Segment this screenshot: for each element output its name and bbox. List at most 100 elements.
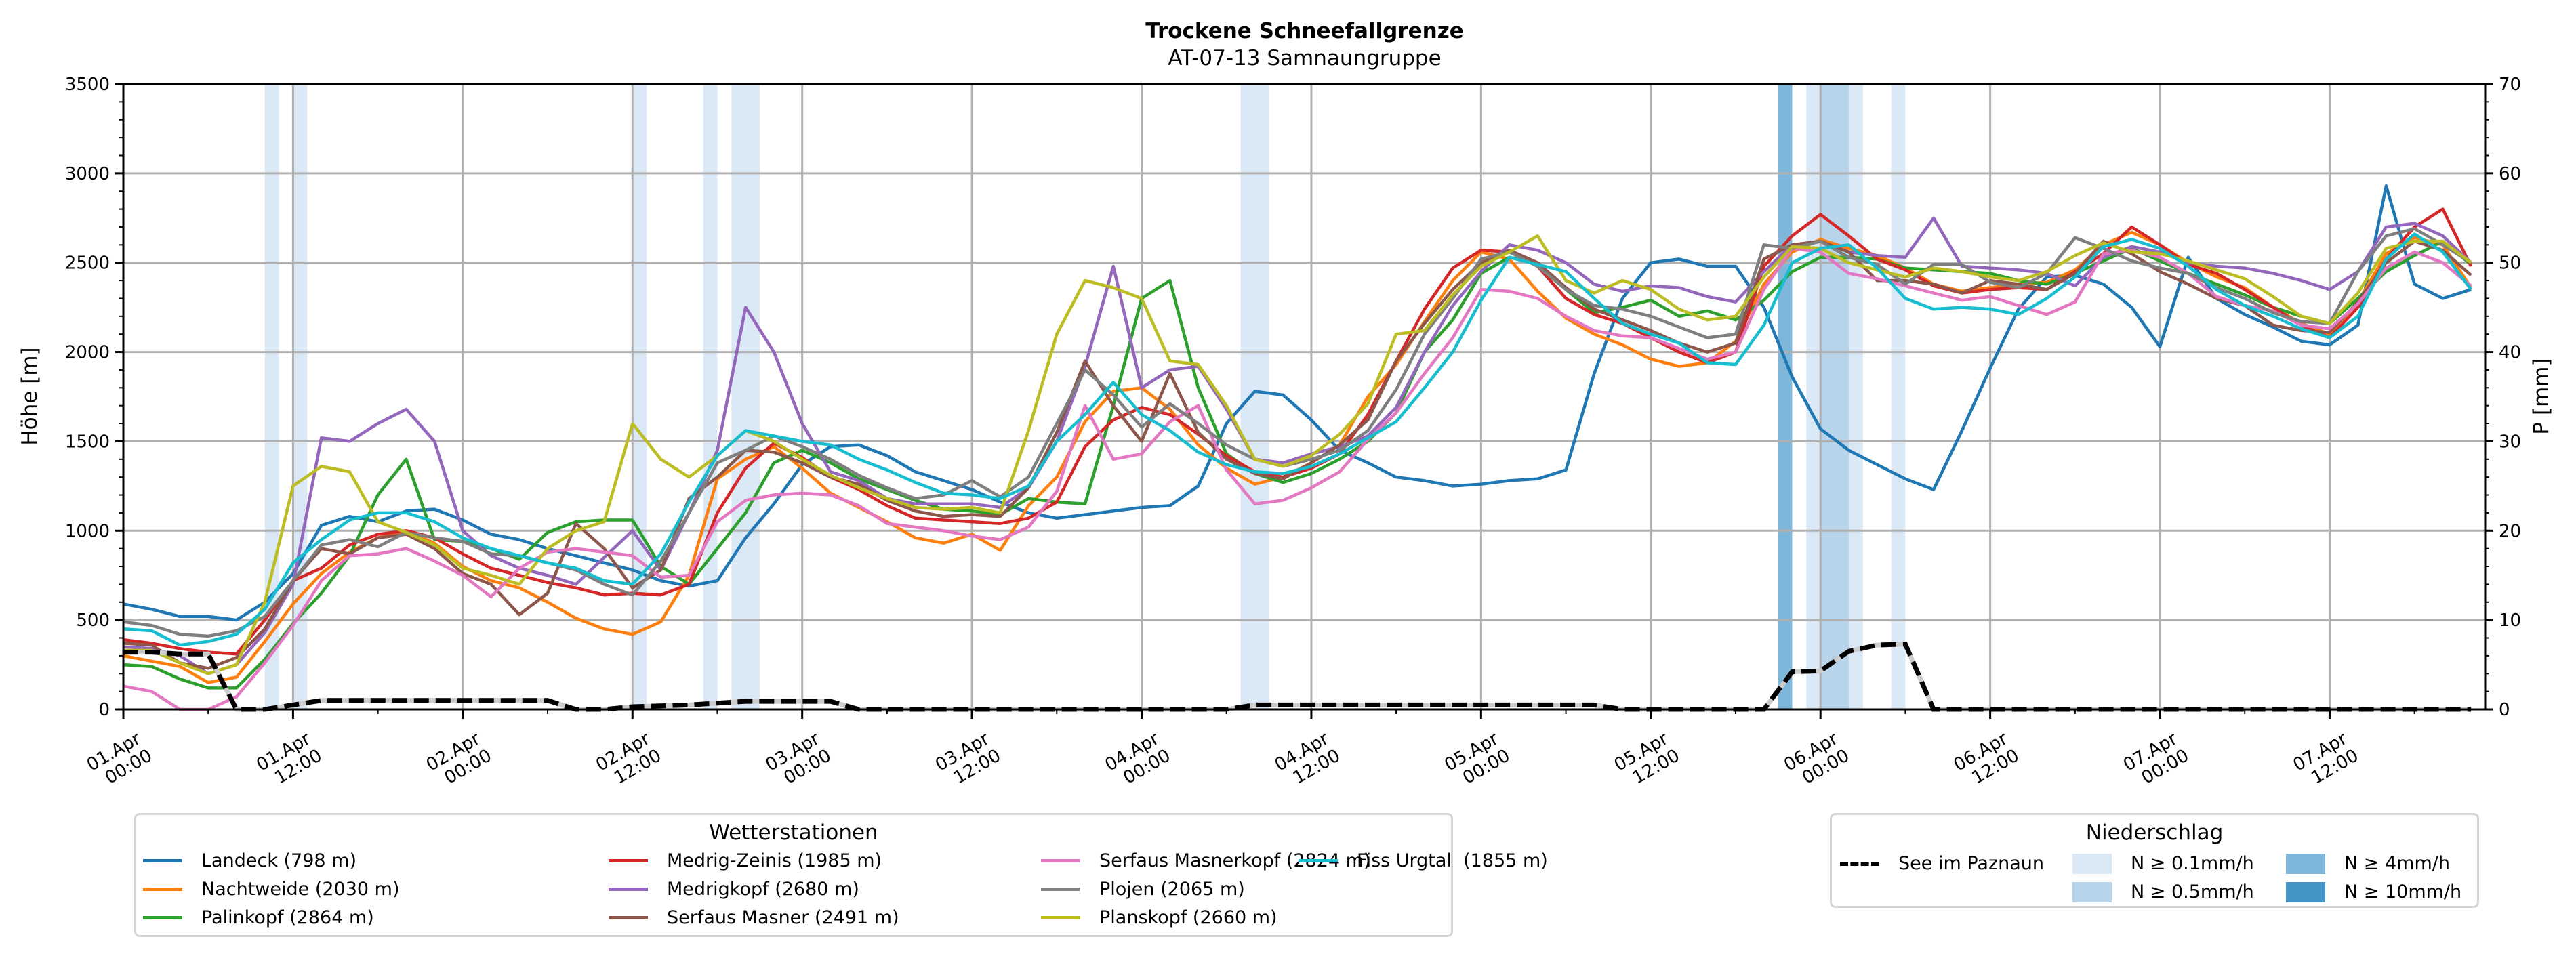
legend-item-precip: N ≥ 4mm/h <box>2286 853 2450 874</box>
series-line <box>123 207 2473 656</box>
y-tick-label: 3500 <box>65 75 110 95</box>
stations-legend: Wetterstationen Landeck (798 m) Nachtweid… <box>134 813 1548 937</box>
series-line <box>123 216 2472 675</box>
precip-band <box>731 84 760 709</box>
legend-item-station: Fiss Urgtal (1855 m) <box>1299 850 1548 871</box>
legend-item-station: Palinkopf (2864 m) <box>143 907 374 928</box>
series-line <box>123 247 2472 711</box>
legend-item-station: Medrig-Zeinis (1985 m) <box>609 850 882 871</box>
legend-label: Landeck (798 m) <box>201 850 356 871</box>
lake-line-bg <box>123 642 2472 712</box>
legend-item-station: Medrigkopf (2680 m) <box>609 879 859 900</box>
precip-band <box>1806 84 1821 709</box>
y2-tick-label: 0 <box>2499 700 2510 720</box>
legend-item-lake: See im Paznaun <box>1840 853 2044 874</box>
y2-tick-label: 70 <box>2499 75 2521 95</box>
y2-tick-label: 60 <box>2499 164 2521 184</box>
series-line <box>123 232 2472 647</box>
legend-item-station: Serfaus Masner (2491 m) <box>609 907 899 928</box>
legend-item-precip: N ≥ 0.1mm/h <box>2072 853 2254 874</box>
legend-swatch <box>609 859 648 862</box>
y-tick-label: 2000 <box>65 343 110 363</box>
series-line <box>123 234 2472 675</box>
y-axis-label: Höhe [m] <box>18 347 42 445</box>
precip-band <box>1848 84 1863 709</box>
y2-tick-label: 40 <box>2499 343 2521 363</box>
legend-label: Planskopf (2660 m) <box>1099 907 1277 928</box>
legend-swatch <box>2286 853 2325 874</box>
legend-item-station: Plojen (2065 m) <box>1041 879 1245 900</box>
plot-frame <box>122 83 2487 711</box>
series-line <box>123 239 2472 670</box>
y-tick-label: 3000 <box>65 164 110 184</box>
legend-swatch <box>143 888 182 891</box>
y2-tick-label: 50 <box>2499 253 2521 274</box>
legend-label: N ≥ 0.5mm/h <box>2131 881 2254 902</box>
y2-tick-label: 20 <box>2499 521 2521 541</box>
legend-swatch <box>143 916 182 919</box>
legend-item-precip: N ≥ 0.5mm/h <box>2072 881 2254 902</box>
legend-swatch <box>609 888 648 891</box>
series-line <box>123 184 2472 622</box>
precip-band <box>1820 84 1849 709</box>
legend-swatch <box>2072 853 2112 874</box>
y-tick-label: 0 <box>98 700 110 720</box>
y2-tick-label: 30 <box>2499 432 2521 452</box>
legend-swatch <box>1041 888 1080 891</box>
legend-item-station: Nachtweide (2030 m) <box>143 879 399 900</box>
precip-bands <box>264 84 1906 709</box>
legend-swatch <box>2072 881 2112 902</box>
y-tick-label: 500 <box>76 610 110 631</box>
y-tick-label: 1000 <box>65 521 110 541</box>
legend-item-station: Landeck (798 m) <box>143 850 356 871</box>
y-tick-label: 1500 <box>65 432 110 452</box>
legend-item-precip: N ≥ 10mm/h <box>2286 881 2461 902</box>
legend-swatch <box>609 916 648 919</box>
legend-label: N ≥ 0.1mm/h <box>2131 853 2254 874</box>
legend-label: Nachtweide (2030 m) <box>201 879 400 900</box>
legend-swatch <box>2286 881 2325 902</box>
legend-label: Medrigkopf (2680 m) <box>667 879 859 900</box>
series-lines <box>123 184 2473 711</box>
precip-legend-title: Niederschlag <box>2085 820 2224 845</box>
lake-series <box>123 642 2472 712</box>
legend-item-station: Planskopf (2660 m) <box>1041 907 1277 928</box>
legend-swatch <box>1041 916 1080 919</box>
series-line <box>123 227 2472 638</box>
stations-legend-title: Wetterstationen <box>709 820 878 845</box>
precip-band <box>1240 84 1269 709</box>
precip-band <box>632 84 647 709</box>
legend-label: See im Paznaun <box>1898 853 2044 874</box>
legend-label: Medrig-Zeinis (1985 m) <box>667 850 882 871</box>
chart-subtitle: AT-07-13 Samnaungruppe <box>1168 46 1441 70</box>
y-axis-left: 0 500 1000 1500 2000 2500 3000 3500 <box>65 75 123 720</box>
legend-label: Fiss Urgtal (1855 m) <box>1357 850 1548 871</box>
grid-lines <box>123 84 2485 709</box>
precip-legend: Niederschlag See im Paznaun N ≥ 0.1mm/h N… <box>1830 813 2479 908</box>
legend-swatch <box>1299 859 1338 862</box>
legend-label: N ≥ 10mm/h <box>2344 881 2462 902</box>
precip-band <box>1891 84 1906 709</box>
y-tick-label: 2500 <box>65 253 110 274</box>
legend-label: N ≥ 4mm/h <box>2344 853 2450 874</box>
precip-band <box>703 84 718 709</box>
legend-label: Palinkopf (2864 m) <box>201 907 374 928</box>
chart-title: Trockene Schneefallgrenze <box>1145 19 1464 43</box>
legend-swatch <box>143 859 182 862</box>
y2-tick-label: 10 <box>2499 610 2521 631</box>
y2-axis-label: P [mm] <box>2529 358 2554 434</box>
